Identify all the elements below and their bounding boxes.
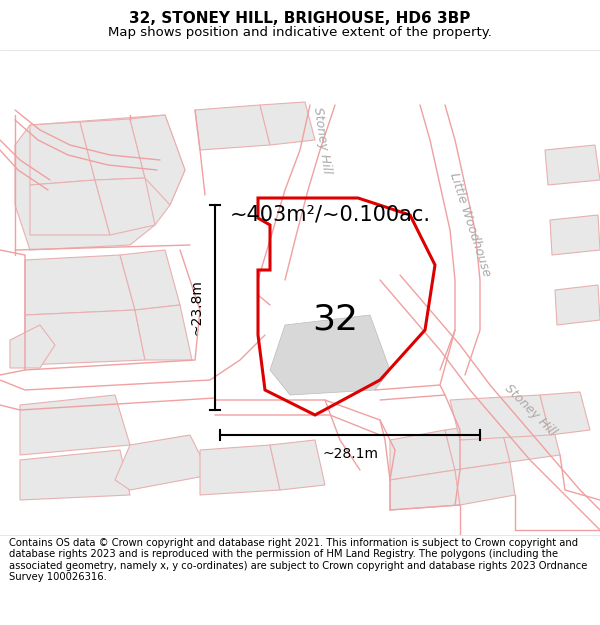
Text: ~23.8m: ~23.8m (189, 279, 203, 336)
Polygon shape (135, 305, 192, 360)
Polygon shape (80, 119, 145, 180)
Polygon shape (20, 450, 130, 500)
Text: Map shows position and indicative extent of the property.: Map shows position and indicative extent… (108, 26, 492, 39)
Polygon shape (115, 435, 210, 490)
Polygon shape (390, 470, 460, 510)
Polygon shape (30, 180, 110, 235)
Polygon shape (555, 285, 600, 325)
Polygon shape (540, 392, 590, 435)
Text: 32, STONEY HILL, BRIGHOUSE, HD6 3BP: 32, STONEY HILL, BRIGHOUSE, HD6 3BP (130, 11, 470, 26)
Polygon shape (95, 178, 155, 235)
Polygon shape (270, 440, 325, 490)
Polygon shape (445, 422, 510, 470)
Polygon shape (25, 310, 145, 365)
Text: Little Woodhouse: Little Woodhouse (447, 171, 493, 279)
Polygon shape (270, 315, 390, 395)
Polygon shape (260, 102, 315, 145)
Polygon shape (390, 430, 455, 480)
Text: Contains OS data © Crown copyright and database right 2021. This information is : Contains OS data © Crown copyright and d… (9, 538, 587, 582)
Text: ~403m²/~0.100ac.: ~403m²/~0.100ac. (230, 205, 431, 225)
Polygon shape (500, 415, 560, 462)
Text: Stoney Hill: Stoney Hill (502, 382, 559, 438)
Polygon shape (20, 395, 130, 455)
Polygon shape (450, 395, 550, 440)
Polygon shape (200, 445, 280, 495)
Polygon shape (130, 115, 185, 205)
Polygon shape (550, 215, 600, 255)
Polygon shape (30, 122, 95, 185)
Text: ~28.1m: ~28.1m (322, 447, 378, 461)
Polygon shape (120, 250, 180, 310)
Polygon shape (545, 145, 600, 185)
Polygon shape (195, 105, 270, 150)
Polygon shape (15, 115, 185, 250)
Text: 32: 32 (312, 303, 358, 337)
Polygon shape (455, 462, 515, 505)
Polygon shape (10, 325, 55, 368)
Polygon shape (25, 255, 135, 315)
Text: Stoney Hill: Stoney Hill (311, 106, 333, 174)
